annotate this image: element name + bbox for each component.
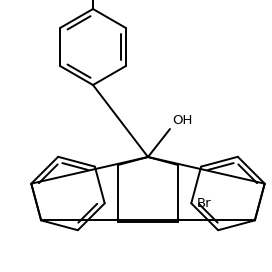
- Text: OH: OH: [172, 114, 192, 127]
- Text: Br: Br: [196, 197, 211, 210]
